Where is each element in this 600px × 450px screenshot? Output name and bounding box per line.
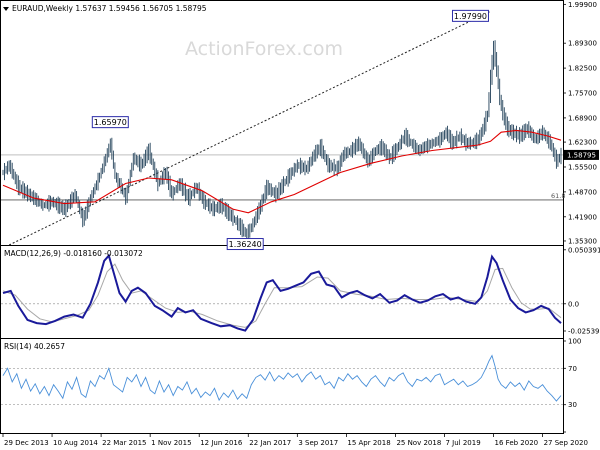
price-layer: 61.8 1.65970 1.36240 1.97990 xyxy=(1,9,565,251)
fib-level-label: 61.8 xyxy=(551,192,565,200)
macd-panel xyxy=(0,245,564,339)
rsi-tick-label: 70 xyxy=(568,365,577,373)
dropdown-triangle-icon[interactable] xyxy=(3,7,9,11)
macd-tick-label: -0.025396 xyxy=(568,327,600,335)
rsi-tick-label: 30 xyxy=(568,401,577,409)
price-tick-label: 1.35300 xyxy=(568,237,597,245)
macd-header: MACD(12,26,9) -0.018160 -0.013072 xyxy=(4,249,143,258)
price-tick-label: 1.68900 xyxy=(568,114,597,122)
date-tick-label: 1 Nov 2015 xyxy=(151,439,191,447)
rsi-tick-label: 100 xyxy=(568,338,581,346)
date-tick-label: 22 Mar 2015 xyxy=(102,439,146,447)
price-annotation-label: 1.97990 xyxy=(454,12,487,21)
date-tick-label: 22 Jan 2017 xyxy=(249,439,291,447)
price-annotation-label: 1.36240 xyxy=(229,240,262,249)
price-tick-label: 1.48700 xyxy=(568,188,597,196)
moving-average-line xyxy=(2,129,562,214)
price-annotation-box xyxy=(451,9,489,22)
date-tick-label: 10 Aug 2014 xyxy=(53,439,98,447)
price-tick-label: 1.82500 xyxy=(568,65,597,73)
price-tick-label: 1.99900 xyxy=(568,1,597,9)
price-tick-label: 1.41900 xyxy=(568,213,597,221)
date-tick-label: 12 Jun 2016 xyxy=(200,439,243,447)
price-annotation-label: 1.65970 xyxy=(94,118,127,127)
rsi-header: RSI(14) 40.2657 xyxy=(4,342,65,351)
macd-layer xyxy=(1,253,563,332)
last-price-box xyxy=(564,149,599,160)
date-tick-label: 16 Feb 2020 xyxy=(495,439,539,447)
watermark: ActionForex.com xyxy=(185,38,343,60)
price-annotation-box xyxy=(226,238,264,251)
last-price-label: 1.58795 xyxy=(567,151,596,159)
rsi-layer xyxy=(1,354,563,406)
macd-signal-line xyxy=(2,263,562,328)
date-tick-label: 29 Dec 2013 xyxy=(4,439,49,447)
date-tick-label: 27 Sep 2020 xyxy=(544,439,588,447)
date-tick-label: 7 Jul 2019 xyxy=(445,439,480,447)
price-tick-label: 1.89300 xyxy=(568,40,597,48)
date-tick-label: 25 Nov 2018 xyxy=(396,439,441,447)
macd-tick-label: 0.050391 xyxy=(568,246,600,254)
macd-tick-label: 0.0 xyxy=(568,300,579,308)
price-annotation-box xyxy=(91,116,129,129)
date-tick-label: 15 Apr 2018 xyxy=(347,439,390,447)
symbol-header: EURAUD,Weekly 1.57637 1.59456 1.56705 1.… xyxy=(12,4,207,13)
trendline xyxy=(8,10,491,246)
rsi-line xyxy=(2,354,562,402)
price-tick-label: 1.55500 xyxy=(568,163,597,171)
date-tick-label: 3 Sep 2017 xyxy=(298,439,338,447)
price-tick-label: 1.62300 xyxy=(568,139,597,147)
price-tick-label: 1.75700 xyxy=(568,90,597,98)
macd-line xyxy=(2,253,562,332)
rsi-panel xyxy=(0,338,564,434)
